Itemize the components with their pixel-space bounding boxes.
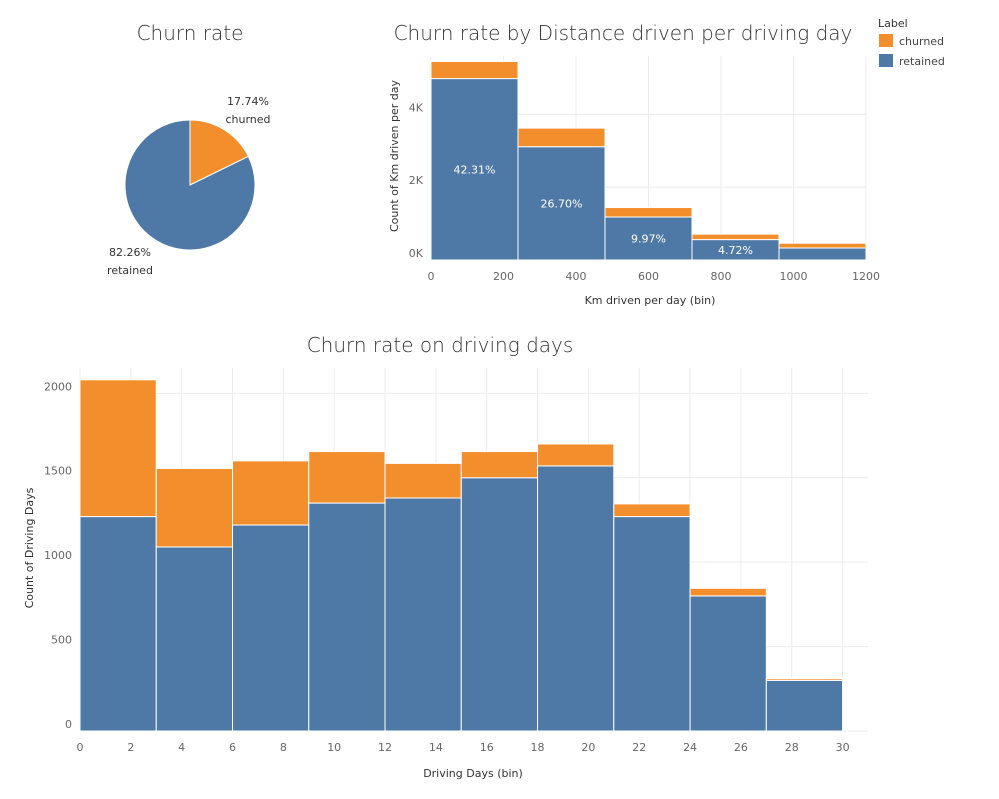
days-x-tick-label: 6 (229, 741, 236, 754)
days-x-tick-label: 24 (683, 741, 697, 754)
dist-bar-label: 26.70% (541, 197, 583, 210)
days-x-tick-label: 0 (77, 741, 84, 754)
days-bar-churned[interactable] (537, 443, 615, 467)
pie-chart-title: Churn rate (137, 21, 244, 45)
pie-chart: Churn rate 17.74% churned 82.26% retaine… (107, 21, 270, 277)
days-ticks: 0 2 4 6 8 10 12 14 16 18 20 22 24 26 28 300500100015002… (44, 380, 850, 754)
churned-slice-pct: 17.74% (227, 95, 269, 108)
dist-x-tick-label: 200 (493, 270, 514, 283)
days-bar-churned[interactable] (689, 587, 767, 597)
days-x-tick-label: 10 (327, 741, 341, 754)
dist-bar-churned[interactable] (517, 127, 606, 148)
days-x-tick-label: 12 (378, 741, 392, 754)
days-y-tick-label: 1000 (44, 549, 72, 562)
dist-bar-retained[interactable] (517, 146, 606, 261)
legend-swatch-churned (879, 34, 893, 47)
days-bar-retained[interactable] (155, 546, 234, 732)
dist-bar-churned[interactable] (778, 242, 867, 249)
dist-bar-churned[interactable] (691, 233, 780, 241)
days-bar-churned[interactable] (79, 379, 157, 518)
days-x-tick-label: 2 (127, 741, 134, 754)
retained-slice-pct: 82.26% (109, 246, 151, 259)
dist-bar-label: 42.31% (454, 163, 496, 176)
days-bar-churned[interactable] (460, 451, 539, 479)
days-y-tick-label: 0 (65, 718, 72, 731)
days-x-tick-label: 18 (531, 741, 545, 754)
dist-x-tick-label: 1000 (780, 270, 808, 283)
dist-bar-retained[interactable] (430, 78, 519, 261)
days-bar-retained[interactable] (79, 516, 157, 732)
days-x-tick-label: 4 (178, 741, 185, 754)
days-bar-churned[interactable] (384, 462, 462, 499)
days-y-tick-label: 2000 (44, 380, 72, 393)
days-bar-churned[interactable] (765, 678, 844, 681)
dist-bar-churned[interactable] (604, 207, 693, 218)
legend-swatch-retained (879, 54, 893, 67)
pie-slice-retained[interactable] (124, 119, 256, 251)
days-bar-retained[interactable] (232, 524, 310, 732)
distance-bar-chart: Churn rate by Distance driven per drivin… (388, 21, 880, 307)
days-x-tick-label: 20 (581, 741, 595, 754)
distance-chart-title: Churn rate by Distance driven per drivin… (394, 21, 853, 45)
churned-slice-label: churned (225, 113, 270, 126)
dist-x-tick-label: 600 (638, 270, 659, 283)
legend: Label churned retained (878, 17, 945, 68)
dist-bar-retained[interactable] (604, 216, 693, 261)
days-bar-retained[interactable] (613, 516, 691, 732)
pie-slices (124, 119, 256, 251)
distance-ticks: 0 200 400 600 800 1000 1200 0K 2K 4K (409, 101, 880, 283)
dist-y-tick-label: 2K (409, 174, 424, 187)
dist-x-tick-label: 1200 (852, 270, 880, 283)
days-y-tick-label: 500 (51, 634, 72, 647)
dist-bar-label: 4.72% (718, 244, 753, 257)
dist-bar-churned[interactable] (430, 60, 519, 80)
retained-slice-label: retained (107, 264, 153, 277)
days-x-axis-label: Driving Days (bin) (423, 767, 523, 780)
days-bar-retained[interactable] (537, 465, 615, 732)
days-bars (79, 379, 844, 732)
days-y-tick-label: 1500 (44, 465, 72, 478)
days-bar-retained[interactable] (460, 477, 539, 732)
distance-y-axis-label: Count of Km driven per day (388, 80, 401, 232)
dist-x-tick-label: 400 (566, 270, 587, 283)
dist-x-tick-label: 0 (428, 270, 435, 283)
days-bar-retained[interactable] (308, 502, 386, 732)
distance-bars: 42.31% 26.70% 9.97% 4.72% (430, 60, 867, 261)
dist-bar-label: 9.97% (631, 233, 666, 246)
dist-bar-retained[interactable] (778, 247, 867, 261)
pie-slice-churned[interactable] (189, 119, 250, 186)
days-bar-churned[interactable] (308, 451, 386, 504)
days-x-tick-label: 14 (429, 741, 443, 754)
days-x-tick-label: 16 (480, 741, 494, 754)
dist-x-tick-label: 800 (711, 270, 732, 283)
dist-y-tick-label: 0K (409, 247, 424, 260)
days-bar-retained[interactable] (765, 679, 844, 732)
driving-days-bar-chart: Churn rate on driving days Driving Days … (23, 333, 868, 780)
legend-title: Label (878, 17, 908, 30)
days-bar-retained[interactable] (689, 595, 767, 732)
distance-x-axis-label: Km driven per day (bin) (585, 294, 716, 307)
days-x-tick-label: 26 (734, 741, 748, 754)
days-bar-churned[interactable] (613, 503, 691, 518)
days-x-tick-label: 30 (836, 741, 850, 754)
days-y-axis-label: Count of Driving Days (23, 487, 36, 608)
days-bar-retained[interactable] (384, 497, 462, 732)
dist-y-tick-label: 4K (409, 101, 424, 114)
days-x-tick-label: 22 (632, 741, 646, 754)
legend-label-churned[interactable]: churned (899, 35, 944, 48)
days-bar-churned[interactable] (155, 467, 234, 548)
legend-label-retained[interactable]: retained (899, 55, 945, 68)
days-x-tick-label: 28 (785, 741, 799, 754)
days-chart-title: Churn rate on driving days (307, 333, 574, 357)
days-bar-churned[interactable] (232, 460, 310, 526)
days-x-tick-label: 8 (280, 741, 287, 754)
